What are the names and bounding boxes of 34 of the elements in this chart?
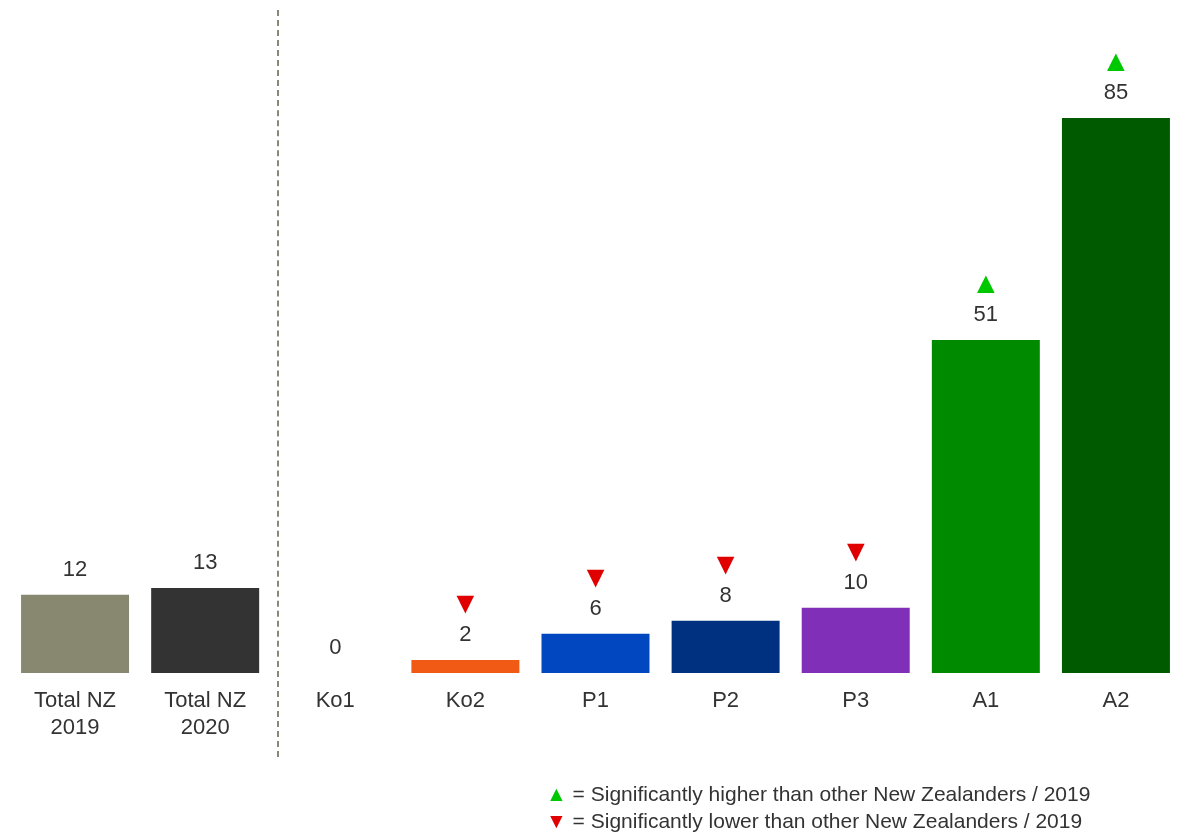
data-label: 8: [719, 581, 732, 607]
x-tick-label: Total NZ 2020: [164, 686, 247, 740]
text: ▲ = Significantly higher than other New Zealanders / 2019: [546, 781, 1091, 805]
text: ▼ = Significantly lower than other New Zealanders / 2019: [546, 808, 1083, 832]
x-tick-label: P1: [582, 686, 609, 712]
bar: [1061, 117, 1170, 673]
data-label: 13: [192, 549, 218, 575]
x-tick-label: P2: [712, 686, 740, 712]
data-label: 2: [459, 621, 472, 646]
data-label: 6: [589, 594, 602, 620]
bar: [931, 339, 1040, 673]
annotation: ▼: [710, 547, 741, 581]
x-tick-label: A1: [972, 686, 1000, 712]
data-label: 85: [1103, 79, 1129, 105]
data-label: 12: [62, 555, 88, 581]
annotation: ▼: [580, 560, 611, 594]
x-tick-label: Total NZ 2019: [34, 686, 117, 740]
annotation: ▼: [840, 533, 871, 567]
bar: [541, 633, 650, 673]
annotation: ▼: [450, 586, 481, 620]
bar: [671, 620, 780, 673]
annotation: ▲: [1101, 44, 1131, 78]
x-tick-label: Ko2: [445, 686, 485, 712]
x-tick-label: Ko1: [315, 686, 355, 712]
data-label: 10: [843, 568, 868, 594]
bar: [801, 607, 910, 673]
bar: [411, 659, 520, 673]
bar: [151, 588, 260, 673]
data-label: 0: [329, 634, 342, 660]
bar: [21, 594, 130, 673]
x-tick-label: A2: [1102, 686, 1130, 712]
data-label: 51: [973, 301, 999, 327]
x-tick-label: P3: [842, 686, 870, 712]
annotation: ▲: [970, 266, 1001, 300]
